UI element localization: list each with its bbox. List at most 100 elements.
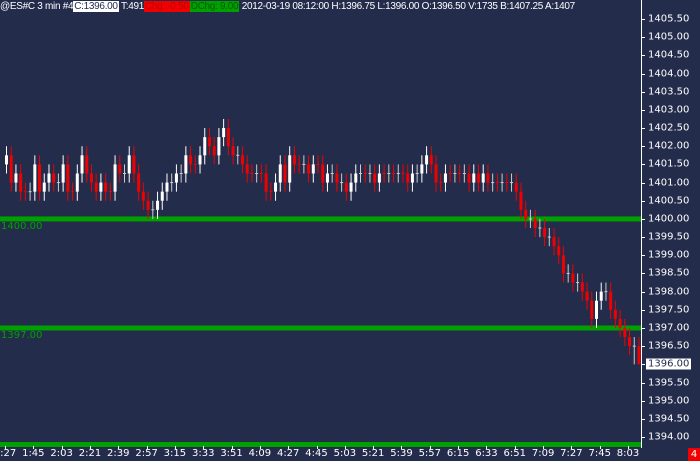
candle-body xyxy=(292,155,296,165)
low-value: L:1396.00 xyxy=(377,1,420,12)
candle-body xyxy=(623,327,627,338)
y-tick-label: 1403.00 xyxy=(648,104,690,116)
candle-body xyxy=(42,182,46,192)
candle-body xyxy=(410,173,414,183)
y-tick-label: 1396.50 xyxy=(648,340,690,352)
level-label: 1400.00 xyxy=(1,220,43,232)
y-tick-label: 1405.50 xyxy=(648,13,690,25)
x-tick-label: 4:45 xyxy=(305,448,328,459)
candle-body xyxy=(264,173,268,192)
candle-body xyxy=(533,218,537,229)
candle-body xyxy=(241,155,244,165)
price-chart[interactable] xyxy=(0,0,641,448)
x-tick xyxy=(344,446,346,449)
candle-body xyxy=(212,146,216,156)
y-tick-label: 1399.00 xyxy=(648,249,690,261)
y-tick-label: 1403.50 xyxy=(648,86,690,98)
y-tick xyxy=(642,128,645,130)
y-tick xyxy=(642,200,645,202)
candle-body xyxy=(61,164,65,183)
x-tick-label: 5:57 xyxy=(418,448,442,459)
x-tick xyxy=(5,446,6,449)
candle-body xyxy=(481,173,485,183)
alert-count-badge[interactable]: 4 xyxy=(688,448,700,461)
y-tick-label: 1402.00 xyxy=(648,140,690,152)
candle-body xyxy=(203,137,207,156)
candle-body xyxy=(609,291,613,310)
x-tick xyxy=(33,446,35,449)
datetime: 2012-03-19 08:12:00 xyxy=(241,1,329,12)
y-tick-label: 1395.00 xyxy=(648,395,690,407)
candle-body xyxy=(226,128,230,147)
x-tick xyxy=(146,446,148,449)
y-tick-label: 1398.00 xyxy=(648,286,690,298)
candle-body xyxy=(274,182,278,192)
x-tick-label: 1:27 xyxy=(0,448,17,459)
level-line[interactable] xyxy=(0,325,641,331)
candle-body xyxy=(557,246,561,256)
x-tick xyxy=(458,446,460,449)
x-tick-label: 5:03 xyxy=(333,448,357,459)
candle-body xyxy=(477,173,480,183)
candle-body xyxy=(429,155,433,165)
y-tick-label: 1400.00 xyxy=(648,213,690,225)
x-tick xyxy=(514,446,516,449)
y-tick xyxy=(642,273,645,275)
y-tick xyxy=(642,37,645,39)
candle-body xyxy=(434,164,438,183)
candle-body xyxy=(443,173,447,183)
candle-body xyxy=(217,137,221,156)
candle-body xyxy=(127,155,131,174)
candle-body xyxy=(80,155,84,174)
candle-body xyxy=(94,182,98,192)
open-value: O:1396.50 xyxy=(421,1,466,12)
symbol: @ES#C xyxy=(0,1,35,12)
x-tick xyxy=(401,446,403,449)
candle-body xyxy=(311,164,315,174)
x-tick-label: 8:03 xyxy=(616,448,640,459)
candle-body xyxy=(514,182,518,192)
candle-body xyxy=(637,346,641,365)
candle-body xyxy=(486,173,490,183)
x-tick xyxy=(118,446,120,449)
candle-body xyxy=(207,137,211,147)
candle-body xyxy=(406,173,410,183)
x-tick-label: 3:33 xyxy=(192,448,215,459)
candle-body xyxy=(222,128,226,138)
y-tick xyxy=(642,400,645,402)
last-price-marker: 1396.00 xyxy=(646,358,692,370)
y-tick xyxy=(642,73,645,75)
x-tick-label: 7:45 xyxy=(588,448,611,459)
x-tick xyxy=(174,446,176,449)
y-tick xyxy=(642,309,645,311)
x-tick xyxy=(203,446,205,449)
y-tick-label: 1404.00 xyxy=(648,68,690,80)
x-tick xyxy=(628,446,630,449)
x-tick xyxy=(599,446,601,449)
candle-body xyxy=(156,200,160,210)
candle-body xyxy=(146,200,150,210)
y-tick xyxy=(642,327,645,329)
candle-body xyxy=(472,173,476,183)
x-tick xyxy=(61,446,63,449)
candle-body xyxy=(349,182,353,192)
candle-body xyxy=(132,155,136,174)
y-tick xyxy=(642,218,645,220)
x-tick-label: 6:33 xyxy=(475,448,498,459)
change-value: Chg: -0.50 xyxy=(143,1,190,12)
x-tick-label: 2:57 xyxy=(135,448,158,459)
x-tick xyxy=(486,446,488,449)
x-tick xyxy=(571,446,573,449)
x-tick xyxy=(259,446,261,449)
level-line[interactable] xyxy=(0,216,641,222)
high-value: H:1396.75 xyxy=(331,1,375,12)
candle-body xyxy=(561,255,565,274)
candle-body xyxy=(377,173,381,183)
y-tick-label: 1398.50 xyxy=(648,267,690,279)
interval: 3 min xyxy=(37,1,61,12)
candle-body xyxy=(174,173,178,183)
candle-body xyxy=(89,173,93,183)
candle-body xyxy=(618,318,622,328)
y-tick-label: 1401.00 xyxy=(648,177,690,189)
price-axis-border xyxy=(641,0,642,448)
